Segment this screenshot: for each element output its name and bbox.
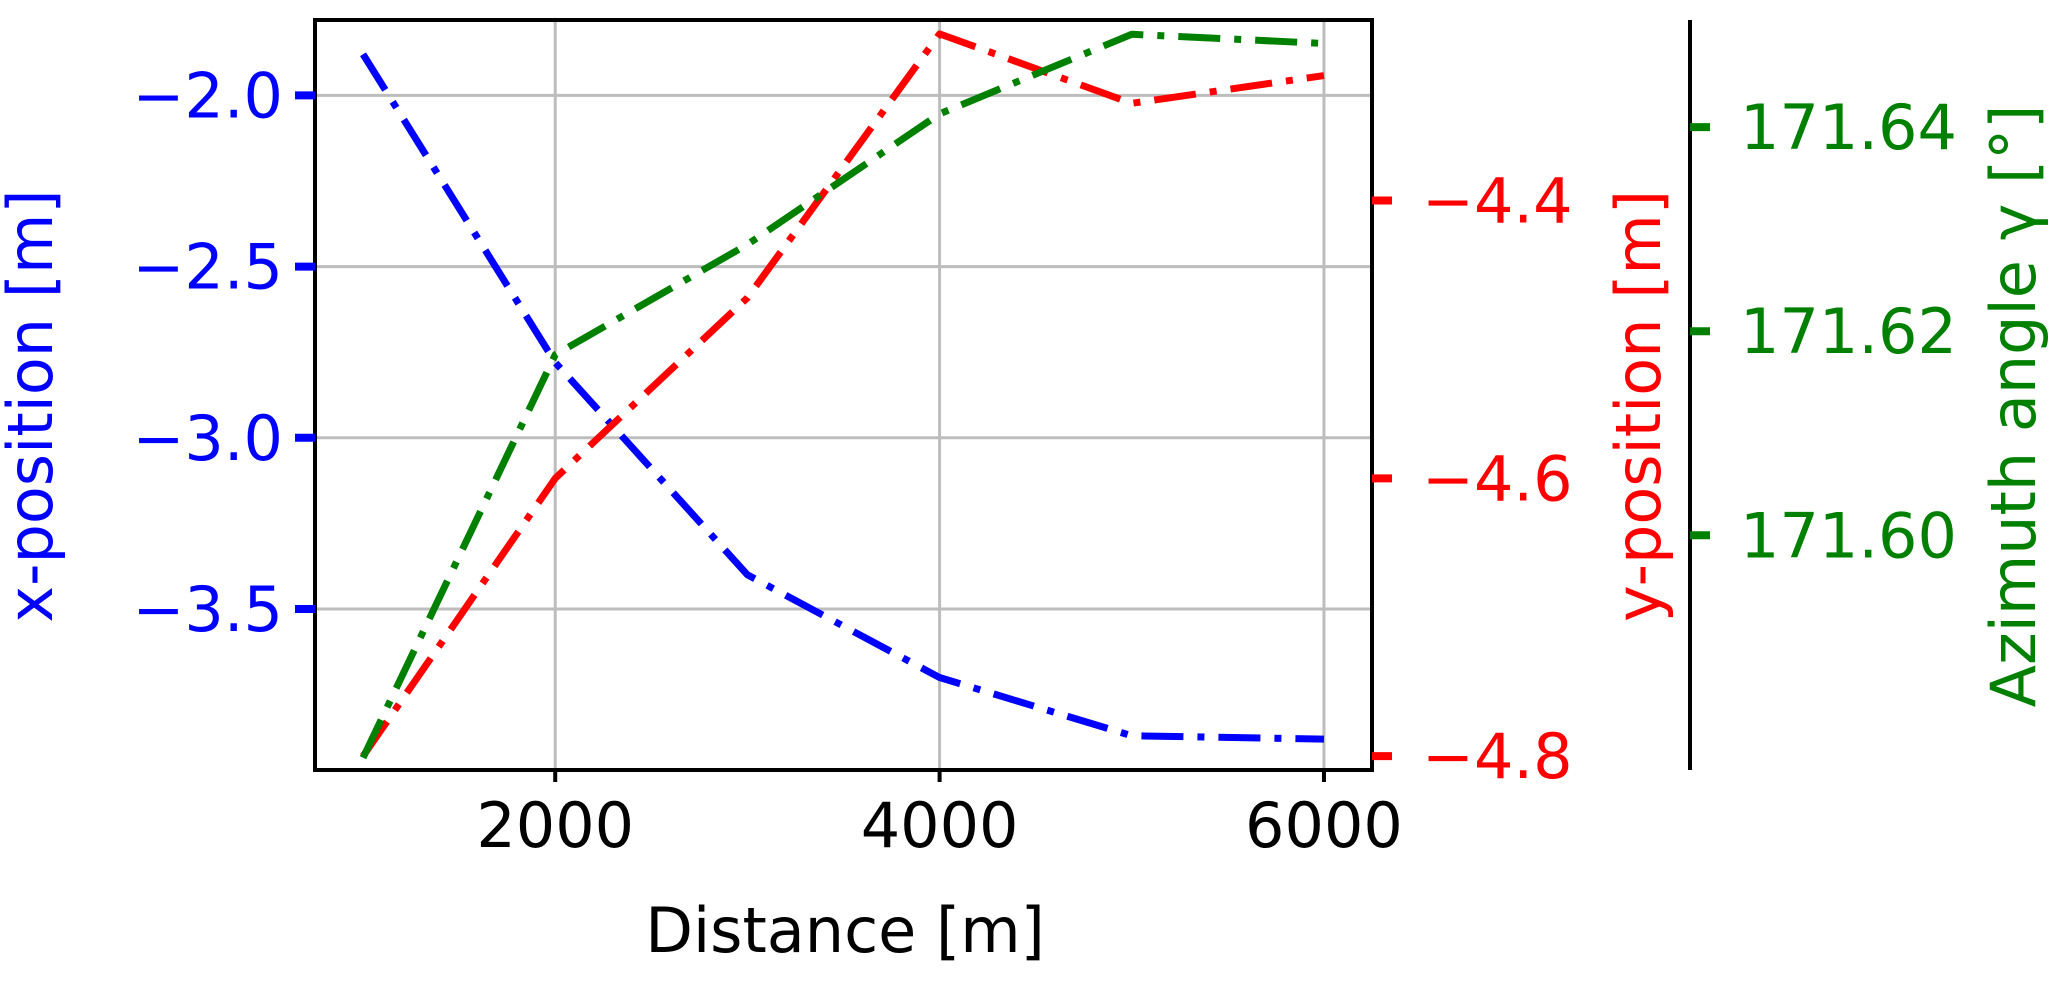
azimuth-axis-tick-label: 171.62 [1740, 295, 1957, 368]
x-axis-tick-label: −2.5 [132, 231, 283, 304]
y-axis-tick-label: −4.8 [1422, 720, 1573, 793]
y-axis-tick-label: −4.4 [1422, 165, 1573, 238]
x-series-line [360, 52, 1325, 743]
azimuth-axis-label: Azimuth angle γ [°] [1977, 105, 2050, 708]
series-lines [359, 30, 1325, 760]
right-axis-label: y-position [m] [1602, 190, 1675, 622]
y-series-line [360, 30, 1325, 759]
y-axis-tick-label: −4.6 [1422, 442, 1573, 515]
x-axis-tick-label: −2.0 [132, 59, 283, 132]
left-axis-label: x-position [m] [0, 189, 67, 622]
x-tick-label: 2000 [476, 789, 634, 862]
x-axis-tick-label: −3.5 [132, 573, 283, 646]
azimuth-axis-tick-label: 171.60 [1740, 499, 1957, 572]
x-axis-label: Distance [m] [645, 894, 1045, 967]
azimuth-series-line [359, 30, 1325, 760]
azimuth-axis-tick-label: 171.64 [1740, 91, 1957, 164]
axis-ticks: 2000 4000 6000 −2.0 −2.5 −3.0 −3.5 −4.4 −4.6 −4.8… [132, 59, 1957, 862]
grid [315, 20, 1372, 770]
x-tick-label: 6000 [1245, 789, 1403, 862]
x-axis-tick-label: −3.0 [132, 402, 283, 475]
plot-frame [313, 18, 1374, 772]
x-tick-label: 4000 [861, 789, 1019, 862]
